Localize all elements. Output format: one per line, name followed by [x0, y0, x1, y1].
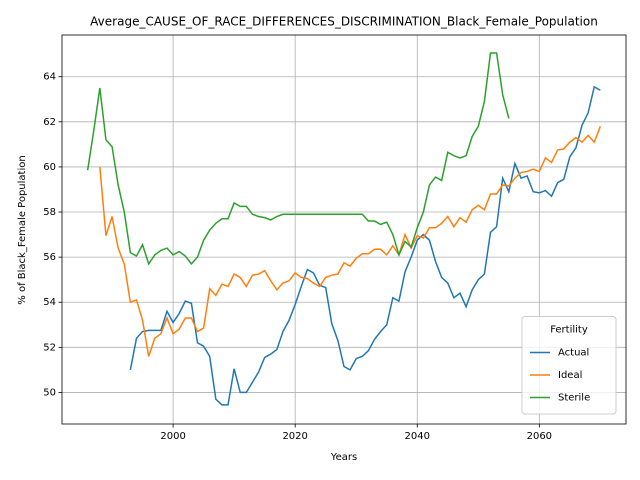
x-tick-label: 2020: [282, 431, 307, 442]
y-tick-label: 58: [43, 207, 56, 218]
y-tick-label: 62: [43, 117, 56, 128]
y-axis-label: % of Black_Female Population: [17, 155, 28, 304]
line-series: [99, 126, 602, 357]
y-tick-label: 52: [43, 342, 56, 353]
legend-label: Sterile: [558, 393, 590, 404]
x-tick-label: 2060: [527, 431, 552, 442]
x-tick-label: 2040: [405, 431, 430, 442]
line-series: [129, 85, 601, 406]
y-tick-label: 64: [43, 72, 56, 83]
legend: Fertility Actual Ideal Sterile: [521, 316, 617, 415]
plot-frame: [61, 34, 627, 425]
x-axis-label: Years: [330, 452, 357, 463]
legend-box: [521, 316, 617, 415]
chart-title: Average_CAUSE_OF_RACE_DIFFERENCES_DISCRI…: [90, 15, 598, 29]
legend-label: Ideal: [558, 370, 582, 381]
x-tick-label: 2000: [160, 431, 185, 442]
y-tick-label: 56: [43, 252, 56, 263]
y-tick-label: 50: [43, 387, 56, 398]
legend-label: Actual: [558, 348, 589, 359]
line-series: [86, 52, 510, 266]
y-tick-label: 54: [43, 297, 56, 308]
legend-title: Fertility: [550, 325, 588, 336]
y-tick-label: 60: [43, 162, 56, 173]
